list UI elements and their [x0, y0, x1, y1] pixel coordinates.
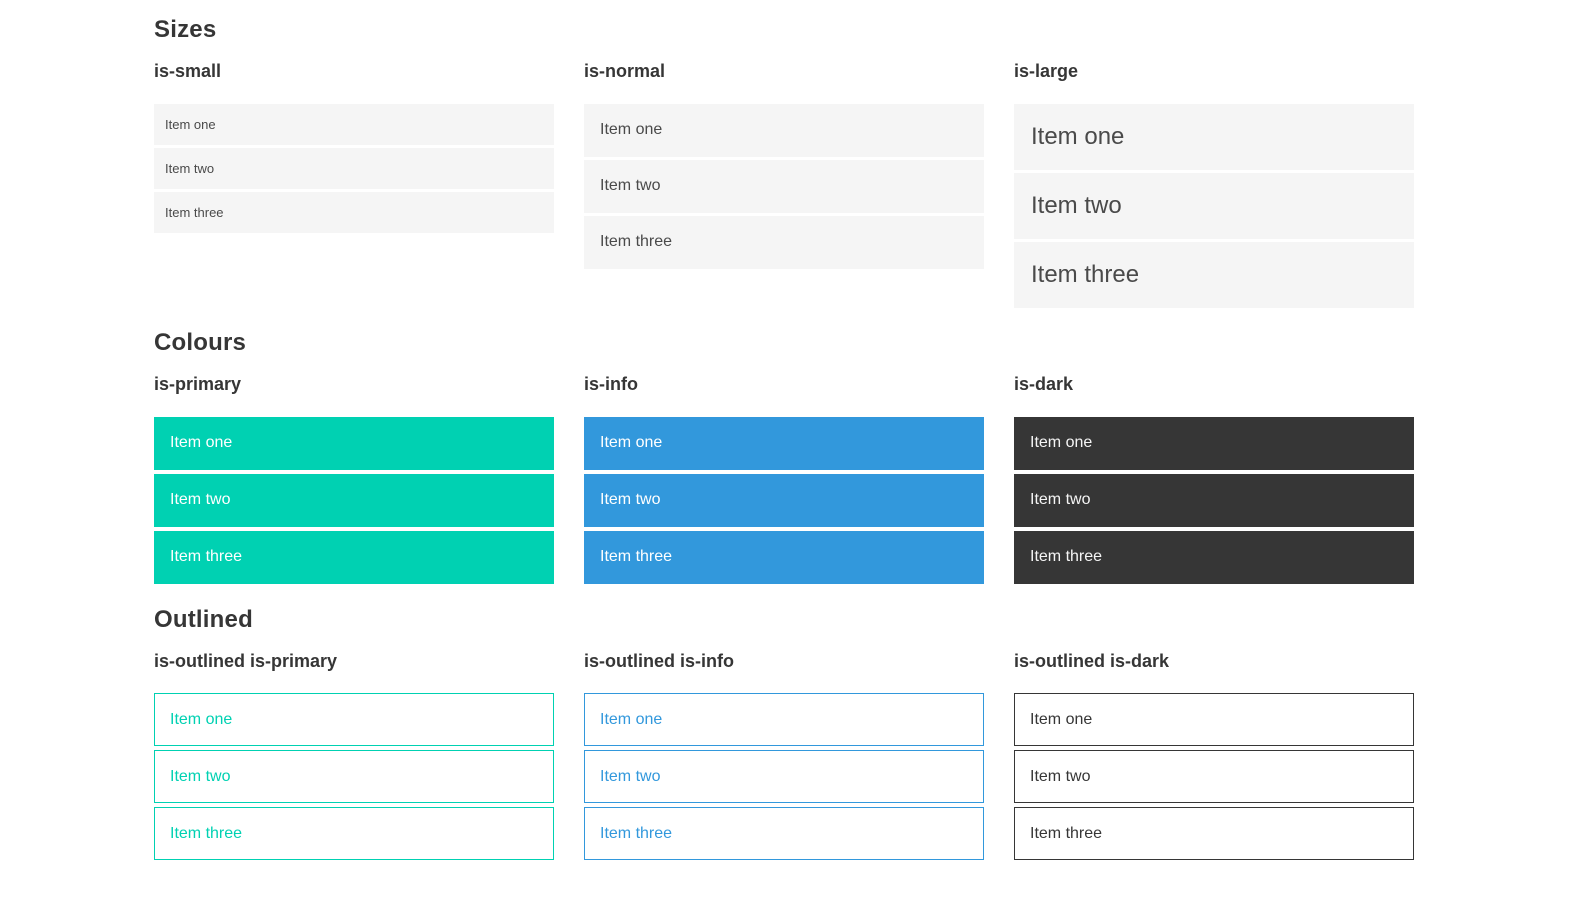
listbox-outlined-info: Item one Item two Item three: [584, 693, 984, 861]
section-title: Outlined: [154, 605, 253, 633]
group-label: is-primary: [154, 373, 242, 394]
section-outlined: Outlined is-outlined is-primary Item one…: [154, 604, 1444, 865]
list-item[interactable]: Item three: [584, 530, 984, 584]
list-item[interactable]: Item one: [154, 416, 554, 470]
list-item[interactable]: Item three: [154, 191, 554, 233]
variant-column-is-primary: is-primary Item one Item two Item three: [154, 374, 554, 588]
variant-column-outlined-info: is-outlined is-info Item one Item two It…: [584, 651, 984, 865]
list-item[interactable]: Item three: [1014, 241, 1414, 308]
variant-column-outlined-primary: is-outlined is-primary Item one Item two…: [154, 651, 554, 865]
group-label: is-outlined is-primary: [154, 650, 338, 671]
list-item[interactable]: Item two: [584, 159, 984, 213]
listbox-outlined-dark: Item one Item two Item three: [1014, 693, 1414, 861]
listbox-outlined-primary: Item one Item two Item three: [154, 693, 554, 861]
list-item[interactable]: Item one: [1014, 103, 1414, 170]
list-item[interactable]: Item two: [154, 473, 554, 527]
listbox-primary: Item one Item two Item three: [154, 416, 554, 584]
section-title: Sizes: [154, 16, 217, 43]
variant-column-is-normal: is-normal Item one Item two Item three: [584, 61, 984, 272]
group-label: is-small: [154, 61, 222, 82]
listbox-dark: Item one Item two Item three: [1014, 416, 1414, 584]
list-item[interactable]: Item three: [1014, 807, 1414, 861]
variant-column-outlined-dark: is-outlined is-dark Item one Item two It…: [1014, 651, 1414, 865]
list-item[interactable]: Item two: [584, 750, 984, 804]
group-label: is-large: [1014, 61, 1079, 82]
group-label: is-dark: [1014, 373, 1074, 394]
list-item[interactable]: Item two: [1014, 172, 1414, 239]
list-item[interactable]: Item two: [154, 750, 554, 804]
listbox-info: Item one Item two Item three: [584, 416, 984, 584]
list-item[interactable]: Item two: [154, 147, 554, 189]
list-item[interactable]: Item three: [584, 215, 984, 269]
variant-column-is-info: is-info Item one Item two Item three: [584, 374, 984, 588]
outlined-row: is-outlined is-primary Item one Item two…: [154, 651, 1444, 865]
list-item[interactable]: Item three: [1014, 530, 1414, 584]
group-label: is-outlined is-info: [584, 650, 734, 671]
docs-page: Sizes is-small Item one Item two Item th…: [154, 14, 1444, 865]
group-label: is-info: [584, 373, 638, 394]
colours-row: is-primary Item one Item two Item three …: [154, 374, 1444, 588]
list-item[interactable]: Item three: [154, 807, 554, 861]
listbox-large: Item one Item two Item three: [1014, 103, 1414, 308]
variant-column-is-large: is-large Item one Item two Item three: [1014, 61, 1414, 311]
list-item[interactable]: Item one: [584, 693, 984, 747]
list-item[interactable]: Item one: [584, 103, 984, 157]
variant-column-is-dark: is-dark Item one Item two Item three: [1014, 374, 1414, 588]
sizes-row: is-small Item one Item two Item three is…: [154, 61, 1444, 311]
group-label: is-outlined is-dark: [1014, 650, 1170, 671]
list-item[interactable]: Item two: [1014, 750, 1414, 804]
list-item[interactable]: Item one: [1014, 416, 1414, 470]
list-item[interactable]: Item one: [154, 103, 554, 145]
list-item[interactable]: Item one: [584, 416, 984, 470]
list-item[interactable]: Item three: [154, 530, 554, 584]
listbox-small: Item one Item two Item three: [154, 103, 554, 233]
list-item[interactable]: Item three: [584, 807, 984, 861]
section-title: Colours: [154, 328, 247, 356]
list-item[interactable]: Item one: [1014, 693, 1414, 747]
list-item[interactable]: Item two: [584, 473, 984, 527]
section-sizes: Sizes is-small Item one Item two Item th…: [154, 14, 1444, 311]
list-item[interactable]: Item one: [154, 693, 554, 747]
variant-column-is-small: is-small Item one Item two Item three: [154, 61, 554, 236]
list-item[interactable]: Item two: [1014, 473, 1414, 527]
group-label: is-normal: [584, 61, 666, 82]
listbox-normal: Item one Item two Item three: [584, 103, 984, 269]
section-colours: Colours is-primary Item one Item two Ite…: [154, 327, 1444, 588]
